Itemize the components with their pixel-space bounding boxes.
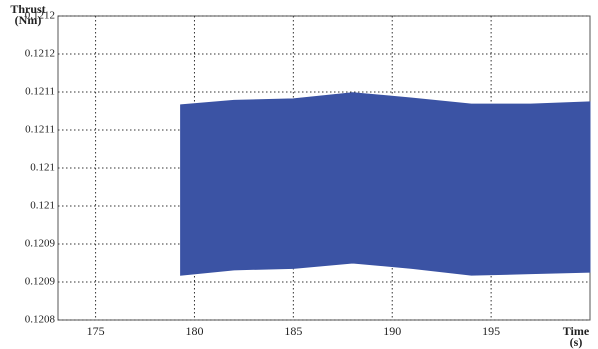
x-tick-label: 195 [482, 324, 500, 338]
x-tick-label: 185 [284, 324, 302, 338]
y-tick-label: 0.1211 [25, 86, 55, 98]
y-tick-label: 0.1209 [25, 238, 56, 250]
x-axis-label: (s) [570, 335, 583, 349]
y-tick-label: 0.1212 [25, 10, 55, 22]
y-axis-label: (Nm) [15, 13, 42, 27]
y-tick-label: 0.1208 [25, 314, 56, 326]
x-axis-label: Time [563, 324, 590, 338]
y-tick-label: 0.1211 [25, 124, 55, 136]
x-tick-label: 175 [87, 324, 105, 338]
x-tick-label: 190 [383, 324, 401, 338]
y-tick-label: 0.1209 [25, 276, 56, 288]
x-tick-label: 180 [185, 324, 203, 338]
y-axis-label: Thrust [10, 2, 45, 16]
y-tick-label: 0.121 [30, 200, 55, 212]
y-tick-label: 0.1212 [25, 48, 55, 60]
y-tick-label: 0.121 [30, 162, 55, 174]
signal-band [180, 92, 591, 276]
